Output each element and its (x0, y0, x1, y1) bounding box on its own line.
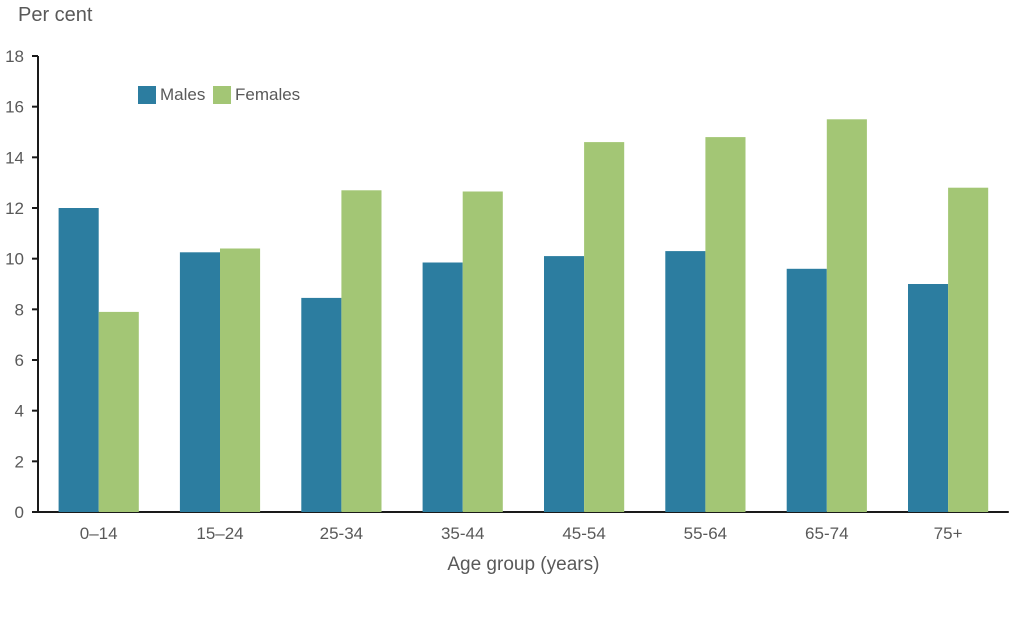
svg-text:10: 10 (5, 250, 24, 269)
svg-text:8: 8 (15, 300, 24, 319)
svg-text:2: 2 (15, 452, 24, 471)
svg-text:18: 18 (5, 47, 24, 66)
svg-text:16: 16 (5, 98, 24, 117)
svg-text:4: 4 (15, 402, 24, 421)
svg-text:6: 6 (15, 351, 24, 370)
svg-text:12: 12 (5, 199, 24, 218)
svg-text:0: 0 (15, 503, 24, 522)
svg-text:14: 14 (5, 148, 24, 167)
